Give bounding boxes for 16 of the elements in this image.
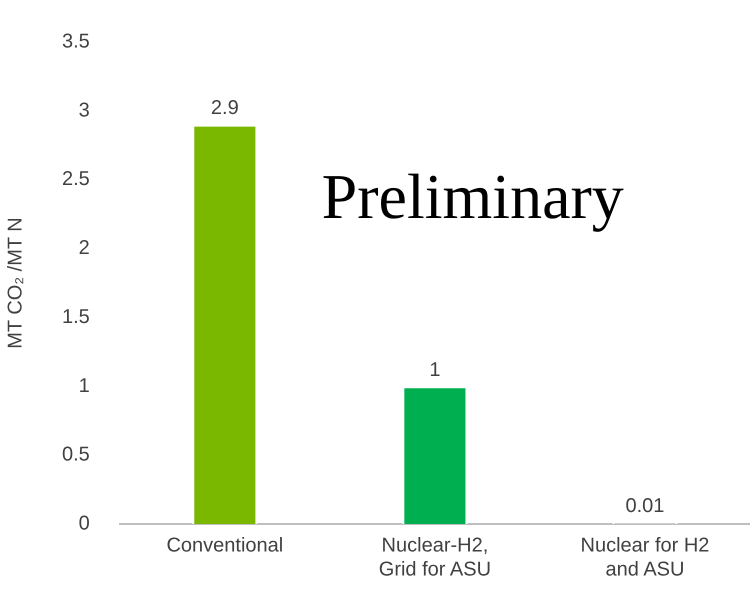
x-tick-label: Nuclear-H2, Grid for ASU [378,534,492,581]
y-tick-label: 1.5 [62,306,90,328]
y-tick-label: 3 [78,99,90,122]
data-label: 1 [429,358,440,381]
data-label: 0.01 [626,495,664,518]
y-tick-label: 0.5 [62,444,90,466]
x-tick-label: Conventional [166,534,284,557]
y-tick-label: 2 [78,237,90,260]
y-tick-label: 3.5 [62,30,90,53]
y-axis-title: MT CO₂ /MT N [4,217,27,349]
data-label: 2.9 [210,97,239,120]
annotation: Preliminary [322,160,624,232]
x-tick-label: Nuclear for H2 and ASU [580,534,710,581]
y-tick-label: 1 [78,374,90,397]
y-tick-label: 0 [78,512,90,535]
y-tick-label: 2.5 [62,168,90,190]
